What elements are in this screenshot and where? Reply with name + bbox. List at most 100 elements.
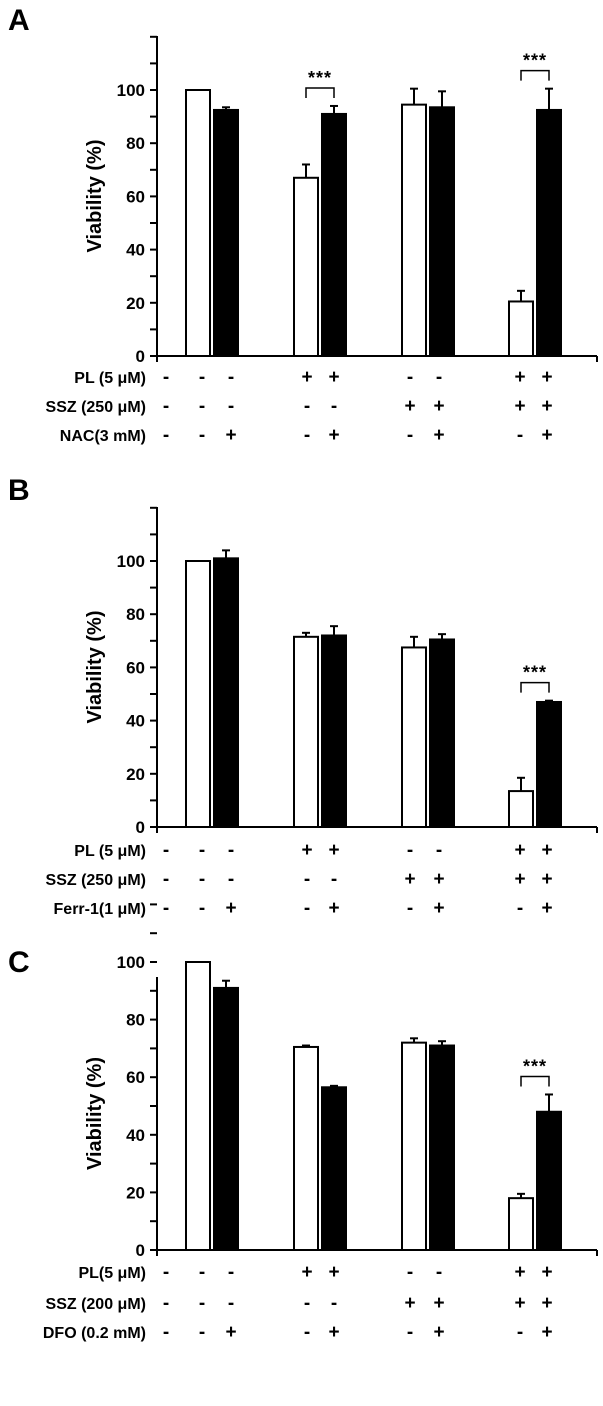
condition-separator: -: [163, 840, 169, 861]
y-tick-label: 80: [126, 1011, 145, 1030]
condition-sign: -: [331, 1293, 337, 1314]
bar-open: [293, 1045, 319, 1251]
bar-open: [508, 1197, 534, 1252]
condition-sign: -: [199, 840, 205, 861]
y-tick-label: 60: [126, 658, 145, 677]
bar-filled: [429, 106, 455, 358]
condition-sign: +: [541, 1322, 552, 1343]
y-tick-label: 100: [117, 552, 145, 571]
condition-sign: -: [407, 425, 413, 446]
significance-bracket: [520, 1075, 550, 1087]
y-tick-label: 0: [136, 1241, 145, 1260]
condition-separator: -: [163, 1293, 169, 1314]
bar-filled: [321, 112, 347, 357]
condition-sign: +: [541, 425, 552, 446]
bar-open: [293, 635, 319, 828]
condition-sign: +: [433, 869, 444, 890]
y-tick-label: 100: [117, 81, 145, 100]
significance-bracket: [520, 69, 550, 81]
bar-open: [401, 646, 427, 829]
condition-sign: +: [404, 396, 415, 417]
condition-sign: +: [514, 840, 525, 861]
condition-sign: +: [225, 425, 236, 446]
bar-open: [508, 790, 534, 829]
condition-sign: +: [328, 1322, 339, 1343]
condition-sign: -: [304, 898, 310, 919]
y-tick-label: 40: [126, 712, 145, 731]
condition-sign: +: [328, 1262, 339, 1283]
bar-filled: [321, 634, 347, 828]
condition-sign: -: [228, 869, 234, 890]
condition-separator: -: [163, 869, 169, 890]
condition-sign: -: [407, 898, 413, 919]
condition-sign: -: [436, 1262, 442, 1283]
condition-sign: +: [514, 1293, 525, 1314]
condition-sign: +: [225, 898, 236, 919]
condition-sign: +: [541, 1262, 552, 1283]
condition-sign: +: [328, 898, 339, 919]
condition-sign: +: [433, 396, 444, 417]
y-axis-title: Viability (%): [84, 140, 106, 253]
condition-label: PL (5 μM): [74, 843, 146, 860]
condition-sign: +: [301, 840, 312, 861]
bar-filled: [321, 1086, 347, 1252]
bar-open: [401, 103, 427, 357]
y-tick-label: 0: [136, 818, 145, 837]
condition-sign: +: [301, 1262, 312, 1283]
condition-sign: +: [514, 869, 525, 890]
condition-sign: +: [541, 367, 552, 388]
condition-sign: +: [514, 396, 525, 417]
condition-sign: +: [433, 425, 444, 446]
condition-sign: +: [514, 1262, 525, 1283]
significance-label: ***: [523, 1056, 547, 1076]
bar-open: [185, 89, 211, 357]
bar-open: [185, 961, 211, 1251]
y-axis-title: Viability (%): [84, 1057, 106, 1170]
y-tick-label: 80: [126, 605, 145, 624]
condition-sign: +: [328, 425, 339, 446]
condition-separator: -: [163, 367, 169, 388]
y-tick-label: 60: [126, 187, 145, 206]
condition-sign: -: [199, 869, 205, 890]
condition-sign: +: [541, 840, 552, 861]
condition-sign: -: [304, 396, 310, 417]
condition-sign: -: [517, 1322, 523, 1343]
significance-label: ***: [523, 51, 547, 71]
significance-label: ***: [523, 663, 547, 683]
condition-label: PL(5 μM): [78, 1265, 146, 1282]
condition-sign: -: [228, 1293, 234, 1314]
bar-filled: [536, 700, 562, 828]
condition-sign: -: [517, 898, 523, 919]
significance-label: ***: [308, 68, 332, 88]
y-tick-label: 20: [126, 1183, 145, 1202]
condition-sign: -: [228, 840, 234, 861]
condition-sign: +: [541, 898, 552, 919]
significance-bracket: [520, 681, 550, 693]
condition-label: SSZ (250 μM): [46, 872, 146, 889]
panel-label: C: [8, 946, 30, 979]
condition-sign: -: [304, 1322, 310, 1343]
condition-sign: -: [517, 425, 523, 446]
panel-label: B: [8, 474, 30, 507]
y-axis-title: Viability (%): [84, 611, 106, 724]
condition-sign: +: [541, 869, 552, 890]
y-tick-label: 20: [126, 765, 145, 784]
condition-sign: -: [304, 869, 310, 890]
condition-separator: -: [163, 1262, 169, 1283]
condition-sign: +: [404, 1293, 415, 1314]
bar-filled: [213, 557, 239, 829]
condition-label: SSZ (200 μM): [46, 1296, 146, 1313]
y-tick-label: 40: [126, 241, 145, 260]
condition-sign: +: [301, 367, 312, 388]
condition-label: Ferr-1(1 μM): [54, 901, 146, 918]
condition-sign: -: [199, 1322, 205, 1343]
panel-label: A: [8, 4, 30, 37]
condition-separator: -: [163, 1322, 169, 1343]
condition-sign: -: [228, 367, 234, 388]
condition-sign: -: [199, 425, 205, 446]
y-tick-label: 20: [126, 294, 145, 313]
condition-sign: -: [407, 367, 413, 388]
condition-sign: -: [436, 367, 442, 388]
bar-filled: [536, 1110, 562, 1252]
condition-label: SSZ (250 μM): [46, 399, 146, 416]
